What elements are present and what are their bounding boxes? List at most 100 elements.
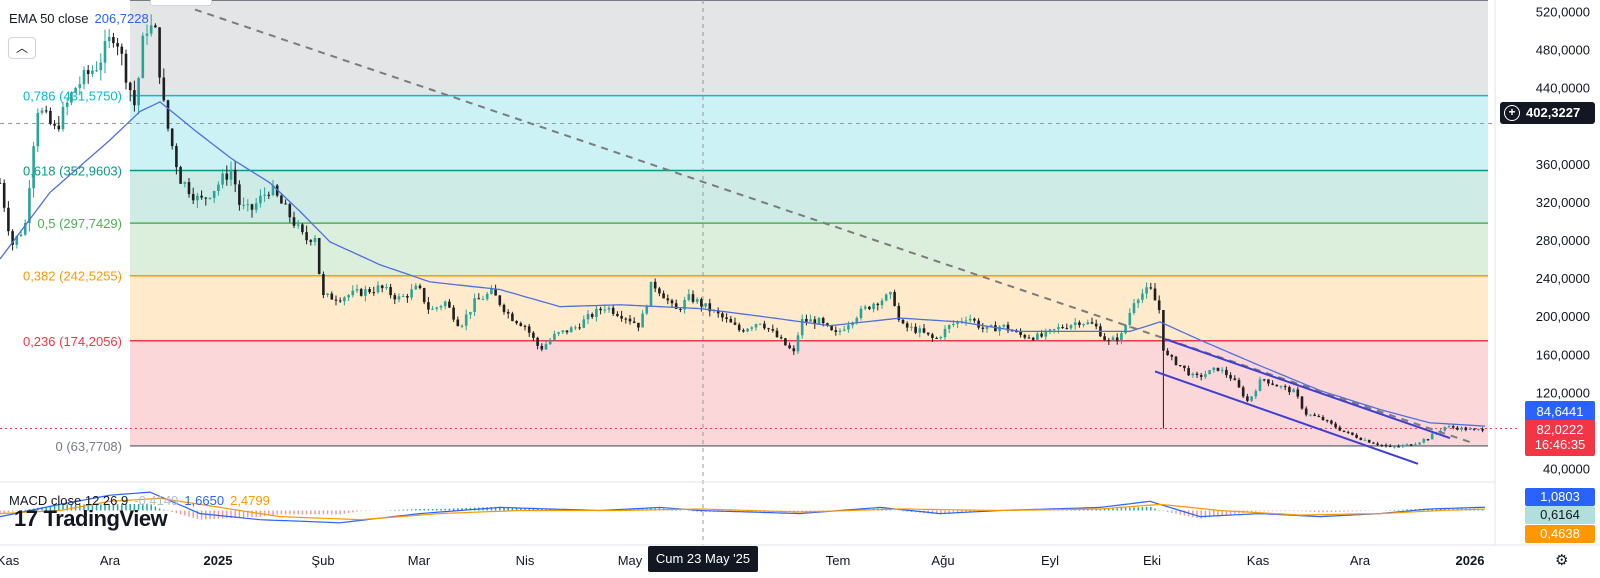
candle-body <box>641 313 644 328</box>
ema-line <box>0 101 1486 427</box>
macd-line-label: 1,0803 <box>1525 488 1595 506</box>
candle-body <box>162 77 166 101</box>
candle-body <box>229 169 233 180</box>
candle-body <box>1367 439 1371 443</box>
time-tick-label: Eyl <box>1041 553 1059 568</box>
candle-body <box>1073 322 1077 326</box>
candle-body <box>527 326 531 333</box>
candle-body <box>1065 327 1069 329</box>
candle-body <box>380 285 384 289</box>
candle-body <box>1334 423 1337 428</box>
candle-body <box>359 289 363 296</box>
candle-body <box>1481 429 1484 431</box>
candle-body <box>574 327 577 329</box>
candle-body <box>1262 379 1266 381</box>
fib-zone-0.5 <box>130 223 1488 276</box>
candle-body <box>821 318 825 324</box>
candle-body <box>439 306 443 308</box>
candle-body <box>200 195 203 198</box>
candle-body <box>1019 331 1022 335</box>
candle-body <box>485 293 489 300</box>
macd-signal-label: 0,4638 <box>1525 525 1595 543</box>
candle-body <box>322 274 325 296</box>
candle-body <box>532 332 535 338</box>
candle-body <box>301 224 304 233</box>
candle-body <box>410 289 413 298</box>
channel-upper-line <box>1164 338 1451 440</box>
candle-body <box>1040 333 1043 337</box>
candle-body <box>65 102 69 107</box>
candle-body <box>763 323 766 329</box>
price-tick-label: 280,0000 <box>1536 233 1590 248</box>
candle-body <box>1380 444 1384 446</box>
fib-fills <box>130 0 1488 446</box>
candle-body <box>847 325 850 330</box>
price-axis: 40,0000 120,0000 160,0000 200,0000 240,0000 2… <box>1494 0 1590 545</box>
candle-body <box>166 100 170 129</box>
candle-body <box>620 315 623 319</box>
candle-body <box>175 146 178 168</box>
candle-body <box>305 232 308 241</box>
candle-body <box>1015 331 1018 333</box>
candle-body <box>868 306 871 310</box>
macd-legend[interactable]: MACD close 12 26 9 -0,4149 1,6650 2,4799 <box>9 493 270 508</box>
macd-legend-signal: 2,4799 <box>230 493 270 508</box>
candle-body <box>1233 378 1237 381</box>
candle-body <box>1048 329 1052 331</box>
candle-body <box>1178 365 1182 367</box>
watermark-text: TradingView <box>43 506 168 531</box>
candle-body <box>1069 325 1073 329</box>
candle-body <box>401 296 405 298</box>
collapse-legend-button[interactable]: ︿ <box>8 37 36 59</box>
candle-body <box>872 303 875 310</box>
candle-body <box>700 299 703 307</box>
candle-body <box>376 285 380 293</box>
add-alert-plus-icon[interactable]: + <box>1504 105 1520 121</box>
candle-body <box>590 314 594 317</box>
candle-body <box>1027 337 1031 339</box>
candle-body <box>191 194 195 201</box>
candle-body <box>1338 427 1342 431</box>
candle-body <box>910 326 913 328</box>
candle-body <box>1346 431 1350 433</box>
candle-body <box>611 307 615 314</box>
candle-body <box>973 318 976 321</box>
candle-body <box>553 333 556 340</box>
candle-body <box>792 348 796 352</box>
top-tab[interactable] <box>150 0 212 6</box>
candle-body <box>397 296 401 300</box>
candle-body <box>74 87 77 93</box>
candle-body <box>221 173 224 185</box>
candle-body <box>515 320 518 324</box>
candle-body <box>28 188 31 224</box>
candle-body <box>1090 322 1094 324</box>
candle-body <box>691 294 695 302</box>
candle-body <box>456 319 460 327</box>
candle-body <box>267 194 271 196</box>
candle-body <box>1170 355 1174 357</box>
fib-zone-0.382 <box>130 275 1488 341</box>
candle-body <box>1254 391 1258 397</box>
settings-gear-icon[interactable]: ⚙ <box>1555 552 1569 569</box>
candle-body <box>616 313 619 316</box>
candle-body <box>653 281 657 289</box>
fib-label-0.236: 0,236 (174,2056) <box>23 334 122 349</box>
candle-body <box>523 326 527 328</box>
candle-body <box>939 337 943 339</box>
time-tick-label: Ara <box>1350 553 1371 568</box>
candle-body <box>40 110 44 113</box>
ema-legend[interactable]: EMA 50 close 206,7228 <box>9 11 149 26</box>
candle-body <box>859 308 863 318</box>
candle-body <box>1359 437 1363 441</box>
candle-body <box>103 41 107 63</box>
candle-body <box>217 184 220 192</box>
candle-body <box>91 70 94 75</box>
candle-body <box>443 301 447 307</box>
candle-body <box>334 299 338 301</box>
candle-body <box>998 326 1001 332</box>
candle-body <box>876 303 880 306</box>
candle-body <box>1183 365 1186 369</box>
ema-50-line <box>0 101 1486 427</box>
